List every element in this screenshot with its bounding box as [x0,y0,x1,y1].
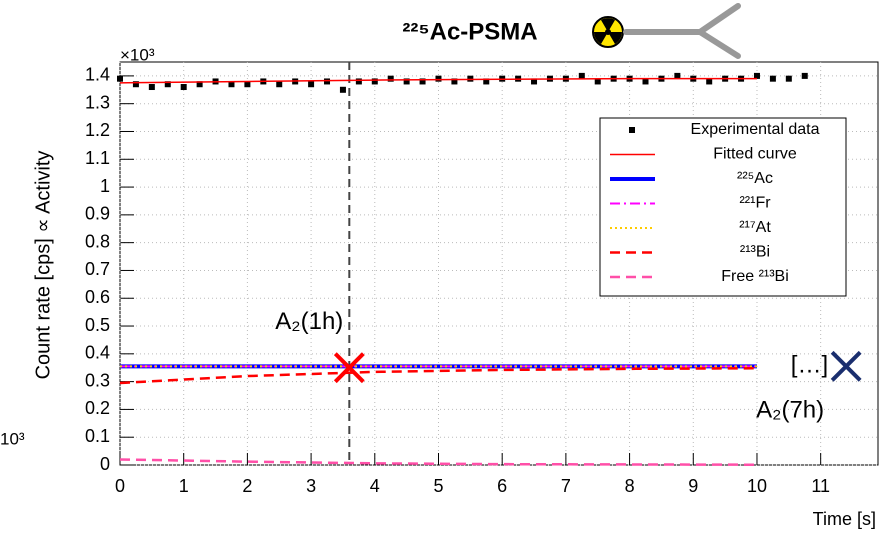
y-tick-label: 1 [100,176,110,196]
data-point [164,81,171,88]
y-tick-label: 0.6 [85,287,110,307]
legend-label: ²²⁵Ac [737,170,773,187]
data-point [706,78,713,85]
data-point [276,81,283,88]
x-tick-label: 8 [625,476,635,496]
data-point [531,78,538,85]
y-tick-label: 1.2 [85,120,110,140]
y-tick-label: 0.4 [85,343,110,363]
annotation-prefix: […] [791,352,828,379]
plot-frame [119,61,879,466]
x-tick-label: 6 [497,476,507,496]
annotation-label: A₂(7h) [756,397,824,424]
legend-symbol [629,127,635,133]
data-point [339,86,346,93]
x-tick-label: 2 [242,476,252,496]
data-point [769,75,776,82]
legend-label: Fitted curve [713,146,797,163]
legend-label: ²¹³Bi [740,244,770,261]
series-line [119,367,757,385]
data-point [594,78,601,85]
annotation-marker [333,352,365,384]
data-point [244,81,251,88]
series-line [119,458,757,466]
y-tick-label: 1.1 [85,148,110,168]
y-tick-label: 0.9 [85,204,110,224]
data-point [308,81,315,88]
data-point [228,81,235,88]
x-tick-label: 9 [688,476,698,496]
data-point [324,78,331,85]
y-tick-label: 1.4 [85,65,110,85]
cross-stroke [333,352,365,384]
data-point [196,81,203,88]
legend-box [599,117,847,297]
data-point [419,78,426,85]
chart-title: ²²⁵Ac-PSMA [402,18,537,45]
data-point [180,84,187,91]
y-axis-label: Count rate [cps] ∝ Activity [32,151,54,380]
annotation-marker [830,350,862,382]
y-tick-label: 0.8 [85,231,110,251]
data-point [132,81,139,88]
legend-label: Free ²¹³Bi [721,268,789,285]
x-tick-label: 0 [115,476,125,496]
cross-stroke [830,350,862,382]
radiation-icon [592,16,624,48]
legend-label: Experimental data [691,121,820,138]
x-tick-label: 5 [433,476,443,496]
y-tick-label: 0.7 [85,259,110,279]
data-point [148,84,155,91]
data-point [467,75,474,82]
y-tick-label: 1.3 [85,92,110,112]
data-point [674,72,681,79]
y-exponent: ×10³ [120,45,155,64]
y-tick-label: 0 [100,454,110,474]
data-point [451,78,458,85]
x-tick-label: 7 [561,476,571,496]
legend-label: ²¹⁷At [739,219,771,236]
y-tick-label: 0.3 [85,370,110,390]
x-axis-label: Time [s] [813,509,876,529]
x-tick-label: 11 [811,476,830,496]
data-point [483,78,490,85]
data-point [753,72,760,79]
x-tick-label: 1 [179,476,189,496]
data-point [801,72,808,79]
series-line [119,77,757,84]
x-tick-label: 3 [306,476,316,496]
data-point [355,78,362,85]
data-point [403,78,410,85]
legend-label: ²²¹Fr [739,195,771,212]
y-tick-label: 0.1 [85,426,110,446]
antibody-icon [623,3,741,59]
data-point [371,78,378,85]
data-point [435,75,442,82]
data-point [642,78,649,85]
y-tick-label: 0.2 [85,398,110,418]
x-tick-label: 10 [747,476,767,496]
data-point [117,75,123,82]
x-tick-label: 4 [370,476,380,496]
data-point [785,75,792,82]
data-point [387,75,394,82]
edge-fragment: 10³ [0,429,25,448]
annotation-label: A₂(1h) [275,308,343,335]
y-tick-label: 0.5 [85,315,110,335]
data-point [578,72,585,79]
